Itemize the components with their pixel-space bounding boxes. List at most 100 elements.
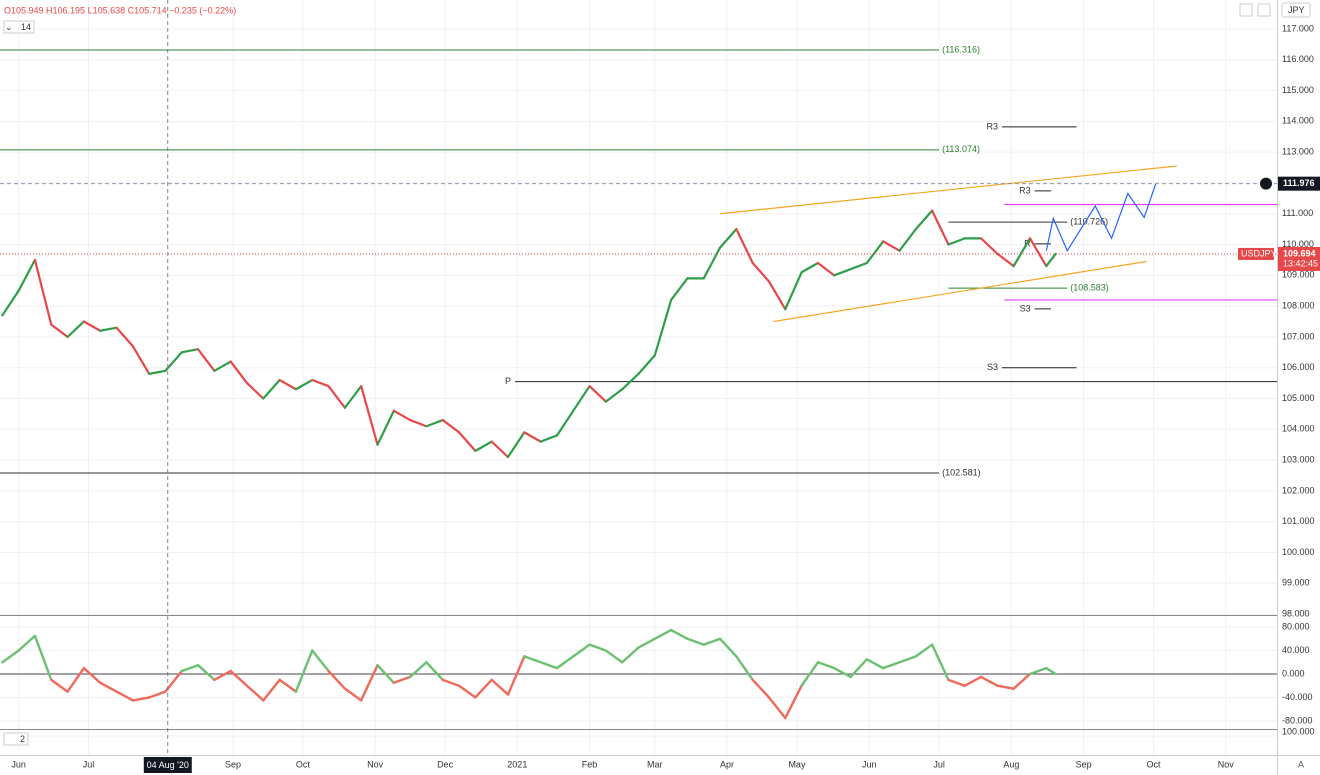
y-tick-label: 116.000 — [1282, 54, 1314, 64]
auto-scale[interactable]: A — [1298, 759, 1304, 769]
price-segment — [50, 323, 69, 339]
oscillator-segment — [718, 637, 738, 658]
oscillator-segment — [245, 684, 265, 702]
oscillator-segment — [653, 628, 673, 641]
oscillator-segment — [50, 678, 69, 693]
oscillator-segment — [784, 684, 803, 720]
y-tick-label: 101.000 — [1282, 516, 1315, 526]
price-segment — [637, 354, 656, 375]
price-segment — [784, 271, 803, 311]
oscillator-segment — [767, 696, 787, 720]
oscillator-segment — [865, 658, 885, 670]
indicator-chevron[interactable]: ⌄ — [5, 22, 13, 32]
price-segment — [229, 360, 249, 385]
x-tick-label: Nov — [1218, 759, 1235, 769]
crosshair-plus — [1260, 177, 1272, 190]
pivot-label: R3 — [1019, 185, 1031, 195]
price-segment — [621, 372, 640, 391]
price-segment — [131, 345, 151, 375]
oscillator-segment — [490, 678, 510, 696]
price-segment — [490, 440, 510, 459]
price-segment — [115, 326, 134, 348]
y-tick-label: 109.000 — [1282, 270, 1315, 280]
oscillator-segment — [278, 678, 298, 693]
oscillator-segment — [441, 678, 461, 687]
oscillator-segment — [572, 643, 591, 658]
pivot-label: R3 — [987, 121, 999, 131]
oscillator-segment — [457, 684, 477, 699]
price-segment — [245, 382, 265, 400]
oscillator-segment — [408, 661, 428, 679]
x-tick-label: Oct — [296, 759, 311, 769]
currency-label[interactable]: JPY — [1288, 5, 1305, 15]
x-tick-label: Jun — [862, 759, 877, 769]
price-segment — [702, 246, 722, 280]
oscillator-segment — [474, 678, 493, 699]
maximize-button[interactable] — [1257, 3, 1271, 17]
oscillator-segment — [147, 690, 167, 699]
price-segment — [751, 261, 771, 283]
price-segment — [213, 360, 232, 372]
pivot-label: S3 — [987, 362, 998, 372]
indicator-value[interactable]: 14 — [21, 22, 31, 32]
y-tick-label: 100.000 — [1282, 726, 1315, 736]
oscillator-segment — [196, 664, 216, 682]
price-segment — [82, 320, 102, 332]
oscillator-segment — [686, 637, 705, 646]
pivot-label: P — [505, 376, 511, 386]
y-tick-label: 105.000 — [1282, 393, 1315, 403]
oscillator-segment — [620, 646, 640, 664]
oscillator-segment — [99, 681, 118, 693]
y-tick-label: 106.000 — [1282, 362, 1315, 372]
oscillator-segment — [311, 649, 330, 673]
oscillator-segment — [833, 666, 852, 679]
y-tick-label: 113.000 — [1282, 147, 1314, 157]
price-segment — [523, 431, 542, 443]
x-tick-label: Dec — [437, 759, 454, 769]
currency-button[interactable] — [1281, 2, 1311, 18]
price-segment — [343, 385, 363, 409]
x-tick-label: Apr — [720, 759, 734, 769]
price-segment — [474, 440, 493, 452]
oscillator-segment — [588, 643, 608, 652]
x-tick-label: Oct — [1146, 759, 1161, 769]
oscillator-segment — [881, 661, 901, 670]
channel-line — [773, 260, 1147, 323]
oscillator-segment — [800, 661, 820, 687]
oscillator-segment — [669, 628, 689, 641]
y-tick-label: 115.000 — [1282, 85, 1314, 95]
price-segment — [457, 431, 477, 452]
price-segment — [278, 378, 298, 391]
price-segment — [1012, 237, 1032, 268]
down-button[interactable] — [1239, 3, 1253, 17]
symbol-box — [1238, 247, 1274, 260]
oscillator-segment — [262, 678, 281, 702]
price-segment — [294, 378, 314, 391]
y-tick-label: 98.000 — [1282, 608, 1310, 618]
y-tick-label: 0.000 — [1282, 668, 1305, 678]
indicator-badge[interactable] — [3, 20, 35, 34]
projection-path — [1045, 183, 1157, 252]
oscillator-segment — [392, 675, 412, 684]
x-tick-label: Jul — [83, 759, 95, 769]
price-segment — [392, 409, 412, 422]
channel-line — [719, 165, 1177, 215]
grid — [0, 0, 1277, 755]
x-tick-label: 2021 — [507, 759, 527, 769]
y-tick-label: 108.000 — [1282, 300, 1315, 310]
pane-badge[interactable] — [3, 732, 29, 746]
price-segment — [262, 378, 281, 400]
oscillator-segment — [751, 678, 771, 699]
x-tick-label: May — [788, 759, 806, 769]
price-segment — [718, 228, 738, 249]
oscillator-segment — [816, 661, 836, 670]
price-segment — [327, 385, 346, 409]
price-segment — [360, 385, 379, 446]
price-segment — [539, 434, 559, 443]
price-segment — [767, 280, 787, 311]
price-segment — [376, 409, 395, 446]
y-tick-label: 114.000 — [1282, 116, 1314, 126]
pane-label: 2 — [20, 734, 25, 744]
price-segment — [588, 385, 607, 403]
